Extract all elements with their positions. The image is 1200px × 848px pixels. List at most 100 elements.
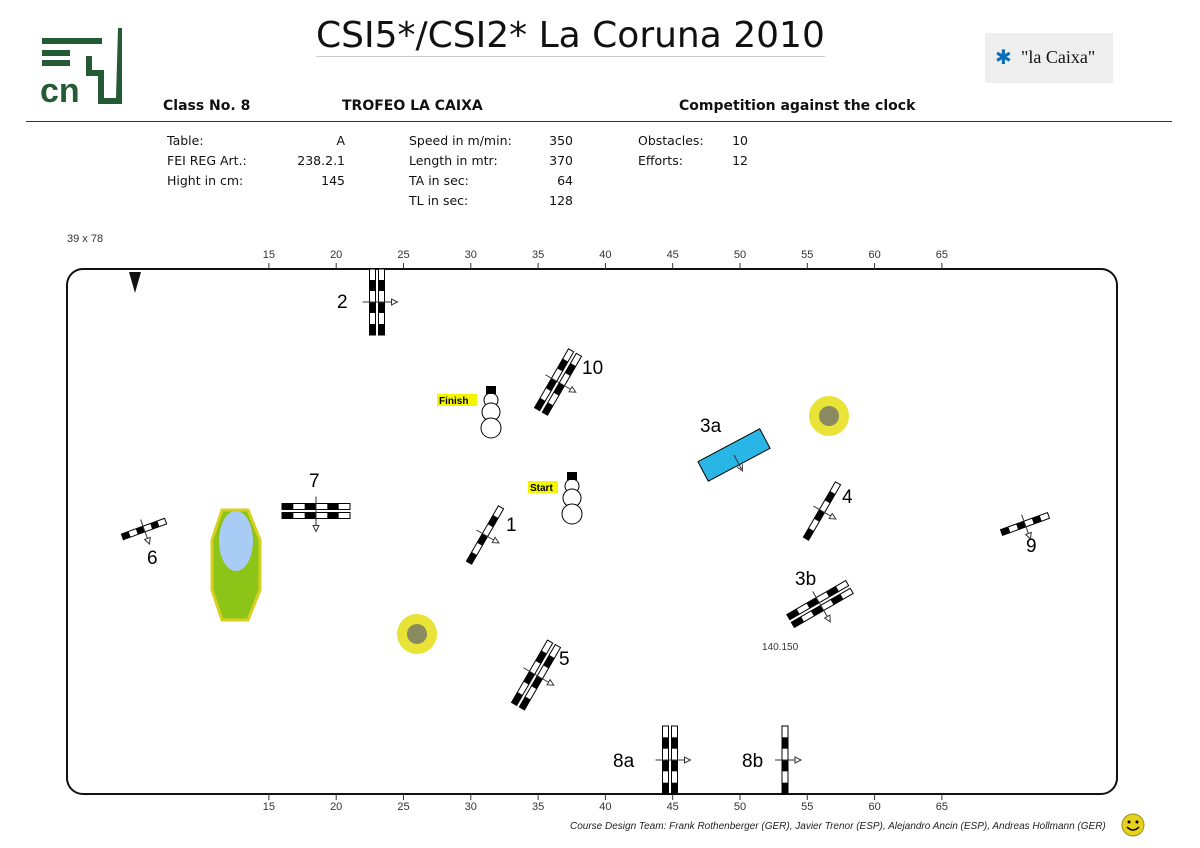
scale-tick-label: 25 <box>397 801 409 813</box>
info-label: Obstacles: <box>638 133 704 148</box>
scale-tick-label: 35 <box>532 249 544 261</box>
rail-stripe <box>378 280 385 291</box>
obstacle-number: 9 <box>1026 536 1037 557</box>
distance-note: 140.150 <box>762 642 799 653</box>
rail-stripe <box>662 737 669 749</box>
rail-stripe <box>803 527 814 541</box>
info-label: Efforts: <box>638 153 683 168</box>
obstacle-number: 2 <box>337 292 348 313</box>
start-snowman-icon <box>561 472 583 525</box>
info-row: Obstacles: 10 <box>638 133 748 153</box>
obstacle-2 <box>362 268 399 336</box>
rail-stripe <box>564 363 576 376</box>
scale-tick-label: 60 <box>868 801 880 813</box>
arena-border <box>66 268 1118 795</box>
rail-stripe <box>830 593 844 605</box>
snowman-part <box>561 503 583 525</box>
rail-stripe <box>466 551 477 565</box>
rail-stripe <box>810 605 824 617</box>
rail-stripe <box>369 324 376 335</box>
direction-arrow-icon <box>312 525 320 533</box>
scale-tick-label: 15 <box>263 249 275 261</box>
info-col-1: Table: A FEI REG Art.: 238.2.1 Hight in cm: 1… <box>167 133 345 193</box>
obstacle-number: 7 <box>309 471 320 492</box>
rail-stripe <box>487 515 499 528</box>
rail-stripe <box>1016 521 1027 530</box>
info-row: Length in mtr: 370 <box>409 153 573 173</box>
info-label: Hight in cm: <box>167 173 244 188</box>
rail-stripe <box>1000 526 1011 536</box>
scale-tick-label: 40 <box>599 249 611 261</box>
info-value: 10 <box>732 133 748 148</box>
rail-stripe <box>121 531 131 540</box>
class-name: TROFEO LA CAIXA <box>342 98 483 114</box>
competition-type: Competition against the clock <box>679 98 916 114</box>
direction-line <box>545 374 575 392</box>
obstacle-3b <box>786 579 854 629</box>
snowman-hat <box>567 472 577 480</box>
scale-tick-label: 45 <box>667 801 679 813</box>
rail-stripe <box>671 760 678 772</box>
rail-stripe <box>304 512 316 519</box>
obstacle-number: 3b <box>795 569 816 590</box>
rail-stripe <box>806 597 820 609</box>
scale-tick-label: 40 <box>599 801 611 813</box>
sponsor-logo: ✱ "la Caixa" <box>985 33 1113 83</box>
info-value: 238.2.1 <box>297 153 345 168</box>
info-value: 370 <box>549 153 573 168</box>
direction-arrow-icon <box>546 678 555 686</box>
rail-stripe <box>531 675 543 690</box>
info-value: 350 <box>549 133 573 148</box>
obstacle-10 <box>533 348 583 416</box>
rail-stripe <box>282 503 294 510</box>
bush-center <box>819 406 839 426</box>
rail-stripe <box>511 692 523 706</box>
scale-tick-label: 60 <box>868 249 880 261</box>
rail-stripe <box>671 782 678 794</box>
rail-stripe <box>135 526 146 535</box>
obstacle-1 <box>465 505 505 565</box>
info-label: Length in mtr: <box>409 153 498 168</box>
obstacle-number: 8a <box>613 751 635 772</box>
scale-tick-label: 20 <box>330 249 342 261</box>
info-col-3: Obstacles: 10 Efforts: 12 <box>638 133 748 173</box>
direction-arrow-icon <box>794 756 803 764</box>
obstacle-9 <box>999 511 1051 541</box>
direction-arrow-icon <box>823 614 831 623</box>
rail-stripe <box>814 509 825 522</box>
finish-label: Finish <box>439 396 468 407</box>
direction-arrow-icon <box>684 756 692 764</box>
obstacle-8b <box>775 725 803 795</box>
smiley-icon <box>1121 813 1145 837</box>
scale-tick-label: 15 <box>263 801 275 813</box>
finish-snowman-icon <box>480 386 502 439</box>
scale-tick-label: 30 <box>465 801 477 813</box>
rail-stripe <box>327 512 339 519</box>
divider <box>26 121 1172 122</box>
direction-line <box>523 667 553 685</box>
direction-arrow-icon <box>391 298 399 306</box>
rail-stripe <box>782 760 788 772</box>
rail-stripe <box>369 280 376 291</box>
snowman-part <box>480 417 502 439</box>
rail-stripe <box>535 650 547 664</box>
info-row: Efforts: 12 <box>638 153 748 173</box>
direction-arrow-icon <box>1024 531 1032 541</box>
obstacle-5 <box>510 639 562 711</box>
class-number: Class No. 8 <box>163 98 251 114</box>
direction-arrow-icon <box>143 536 151 546</box>
rail-stripe <box>327 503 339 510</box>
rail-stripe <box>378 324 385 335</box>
info-value: 64 <box>557 173 573 188</box>
scale-tick-label: 25 <box>397 249 409 261</box>
star-icon: ✱ <box>995 45 1012 69</box>
info-value: 12 <box>732 153 748 168</box>
info-label: TL in sec: <box>409 193 469 208</box>
start-label: Start <box>530 483 553 494</box>
rail-stripe <box>534 397 546 411</box>
scale-tick-label: 20 <box>330 801 342 813</box>
obstacle-7 <box>281 496 351 533</box>
obstacle-number: 10 <box>582 358 603 379</box>
obstacle-6 <box>120 517 168 546</box>
rail-stripe <box>369 302 376 313</box>
